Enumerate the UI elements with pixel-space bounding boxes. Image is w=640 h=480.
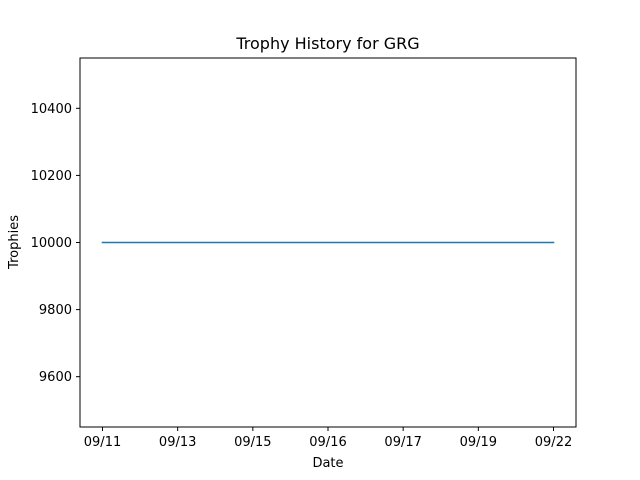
x-tick-label: 09/19: [460, 435, 497, 450]
x-tick-label: 09/16: [309, 435, 346, 450]
y-axis-ticks: 9600 9800 10000 10200 10400: [31, 102, 80, 385]
y-tick-label: 10200: [31, 169, 72, 184]
x-axis-ticks: 09/11 09/13 09/15 09/16 09/17 09/19 09/22: [84, 427, 572, 450]
x-tick-label: 09/11: [84, 435, 121, 450]
x-tick-label: 09/17: [384, 435, 421, 450]
y-tick-label: 10000: [31, 236, 72, 251]
chart-title: Trophy History for GRG: [235, 34, 419, 53]
y-tick-label: 9800: [39, 303, 72, 318]
x-tick-label: 09/13: [159, 435, 196, 450]
y-tick-label: 9600: [39, 370, 72, 385]
y-tick-label: 10400: [31, 102, 72, 117]
x-tick-label: 09/15: [234, 435, 271, 450]
y-axis-label: Trophies: [7, 215, 22, 270]
x-axis-label: Date: [312, 456, 343, 471]
plot-frame: [79, 57, 577, 428]
x-tick-label: 09/22: [535, 435, 572, 450]
